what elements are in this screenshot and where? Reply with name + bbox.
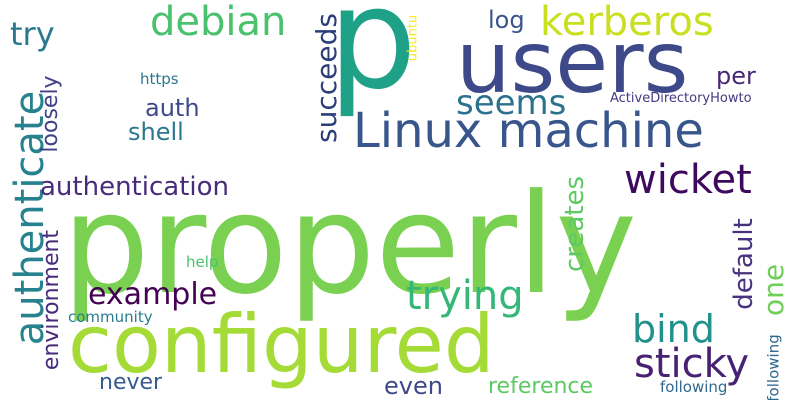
word-log: log	[488, 6, 525, 34]
word-creates: creates	[560, 175, 590, 273]
word-seems: seems	[456, 83, 567, 123]
word-p: p	[328, 0, 417, 121]
word-sticky: sticky	[634, 341, 750, 387]
word-loosely: loosely	[38, 75, 63, 153]
word-trying: trying	[406, 273, 524, 319]
word-users: users	[456, 13, 689, 113]
word-following-2: following	[764, 334, 783, 400]
word-environment: environment	[39, 229, 64, 371]
word-auth: auth	[145, 94, 200, 122]
word-help: help	[186, 253, 219, 271]
word-succeeds: succeeds	[310, 13, 343, 143]
word-never: never	[99, 370, 163, 395]
word-shell: shell	[128, 118, 184, 146]
word-https: https	[140, 70, 179, 88]
word-one: one	[757, 263, 790, 317]
word-default: default	[729, 218, 759, 310]
word-activedirectoryhowto: ActiveDirectoryHowto	[610, 91, 752, 106]
word-authentication: authentication	[40, 172, 230, 202]
word-wicket: wicket	[624, 157, 752, 203]
word-ubuntu: ubuntu	[405, 14, 421, 62]
word-reference: reference	[488, 374, 594, 399]
word-community: community	[68, 308, 153, 326]
word-linux-machine: Linux machine	[353, 103, 704, 159]
word-per: per	[716, 62, 756, 90]
word-kerberos: kerberos	[540, 0, 714, 45]
word-following: following	[660, 378, 728, 396]
word-configured: configured	[68, 298, 495, 391]
word-bind: bind	[632, 307, 715, 351]
word-debian: debian	[150, 0, 287, 45]
word-properly: properly	[62, 164, 637, 325]
word-try: try	[10, 15, 55, 53]
word-example: example	[88, 277, 218, 312]
word-even: even	[384, 372, 443, 400]
